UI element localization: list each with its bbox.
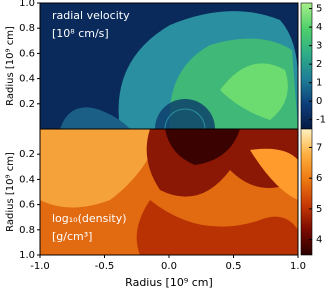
colorbar-tick-label: -1 (316, 115, 326, 126)
y-tick-label: 1.0 (19, 0, 35, 9)
x-tick-label: -0.5 (95, 261, 115, 272)
y-tick-label: 0.8 (19, 225, 35, 236)
colorbar-tick-label: 6 (316, 173, 322, 184)
x-tick-label: 1.0 (290, 261, 306, 272)
y-tick-label: 1.0 (19, 250, 35, 261)
colorbar (300, 2, 313, 130)
y-tick-label: 0.2 (19, 99, 35, 110)
y-tick-label: 0.4 (19, 74, 35, 85)
colorbar-tick-label: 5 (316, 204, 322, 215)
panel-title: log₁₀(density) (52, 212, 127, 225)
y-tick-label: 0.6 (19, 48, 35, 59)
x-tick-label: 0.0 (161, 261, 177, 272)
panel-title: radial velocity (52, 9, 130, 22)
y-tick-label: 0.4 (19, 174, 35, 185)
y-axis-label: Radius [10⁹ cm] (5, 152, 16, 232)
x-axis-label: Radius [10⁹ cm] (125, 276, 213, 289)
y-tick-label: 0.6 (19, 200, 35, 211)
x-tick-label: -1.0 (30, 261, 50, 272)
y-tick-label: 0.8 (19, 23, 35, 34)
colorbar-tick-label: 5 (316, 4, 322, 15)
y-tick-label: 0.2 (19, 149, 35, 160)
colorbar-tick-label: 4 (316, 22, 322, 33)
colorbar (300, 128, 313, 256)
colorbar-tick-label: 0 (316, 96, 322, 107)
x-tick-label: 0.5 (226, 261, 242, 272)
colorbar-tick-label: 3 (316, 41, 322, 52)
velocity-image (40, 3, 298, 129)
panel-units: [g/cm³] (52, 230, 92, 243)
colorbar-tick-label: 1 (316, 78, 322, 89)
colorbar-tick-label: 7 (316, 142, 322, 153)
panel-units: [10⁸ cm/s] (52, 27, 109, 40)
y-axis-label: Radius [10⁹ cm] (5, 26, 16, 106)
colorbar-tick-label: 2 (316, 59, 322, 70)
density-image (40, 129, 298, 255)
colorbar-tick-label: 4 (316, 235, 322, 246)
